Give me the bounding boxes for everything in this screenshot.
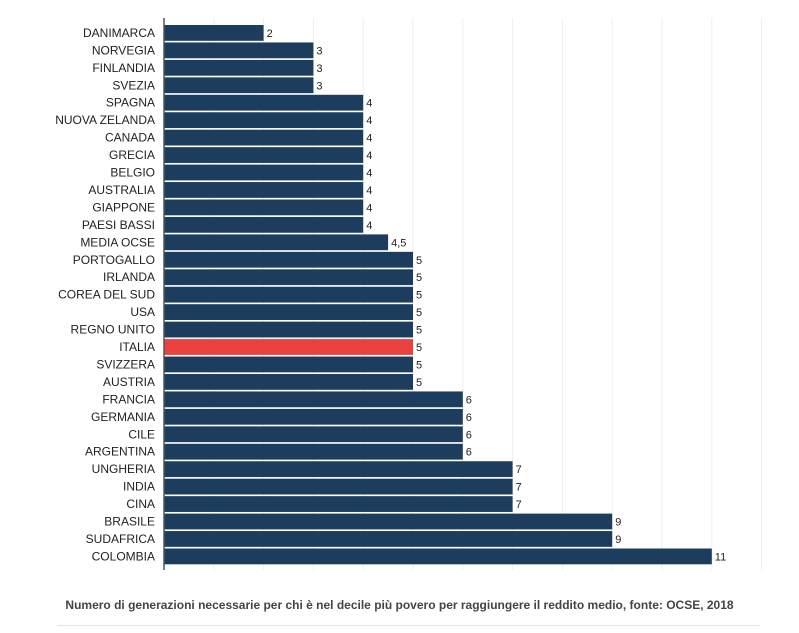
category-label: UNGHERIA [92, 462, 155, 476]
category-label: INDIA [123, 480, 155, 494]
bar [164, 77, 314, 94]
bar [164, 443, 463, 460]
category-label: BRASILE [104, 515, 155, 529]
bar [164, 129, 364, 146]
value-label: 4 [366, 202, 372, 214]
bar [164, 321, 413, 338]
category-label: DANIMARCA [83, 26, 155, 40]
value-label: 5 [416, 359, 422, 371]
category-label: AUSTRIA [103, 375, 155, 389]
category-label: REGNO UNITO [71, 323, 155, 337]
bar [164, 513, 613, 530]
category-label: ITALIA [119, 340, 155, 354]
bar [164, 251, 413, 268]
value-label: 7 [516, 464, 522, 476]
bar [164, 478, 513, 495]
category-label: SVEZIA [112, 78, 155, 92]
bar [164, 548, 712, 565]
bar [164, 496, 513, 512]
bar [164, 182, 364, 198]
bar [164, 42, 314, 59]
bar [164, 408, 463, 425]
category-label: GIAPPONE [92, 200, 155, 214]
category-label: AUSTRALIA [88, 183, 155, 197]
value-label: 4,5 [391, 237, 406, 249]
category-label: SPAGNA [106, 96, 155, 110]
value-label: 7 [516, 499, 522, 511]
value-label: 6 [466, 429, 472, 441]
value-label: 5 [416, 290, 422, 302]
category-label: PORTOGALLO [73, 253, 155, 267]
bar [164, 461, 513, 478]
category-label: GERMANIA [91, 410, 155, 424]
value-label: 4 [366, 150, 372, 162]
bar [164, 59, 314, 76]
bar [164, 25, 264, 41]
bar [164, 164, 364, 181]
value-label: 9 [615, 534, 621, 546]
value-label: 5 [416, 255, 422, 267]
bar [164, 531, 613, 547]
value-label: 5 [416, 325, 422, 337]
bar [164, 356, 413, 373]
category-label: PAESI BASSI [82, 218, 155, 232]
value-label: 6 [466, 394, 472, 406]
value-label: 9 [615, 517, 621, 529]
category-label: CILE [128, 427, 155, 441]
value-label: 6 [466, 447, 472, 459]
value-label: 6 [466, 412, 472, 424]
value-label: 4 [366, 98, 372, 110]
value-label: 4 [366, 133, 372, 145]
category-label: COLOMBIA [92, 549, 155, 563]
category-label: CINA [126, 497, 155, 511]
bar [164, 234, 389, 251]
bar [164, 374, 413, 390]
category-label: CANADA [105, 131, 155, 145]
value-label: 5 [416, 342, 422, 354]
value-label: 3 [316, 45, 322, 57]
value-label: 4 [366, 115, 372, 127]
bar [164, 199, 364, 216]
category-label: ARGENTINA [85, 445, 155, 459]
value-label: 4 [366, 220, 372, 232]
bar [164, 269, 413, 286]
category-label: BELGIO [110, 166, 155, 180]
bar [164, 216, 364, 233]
value-label: 4 [366, 168, 372, 180]
value-label: 5 [416, 272, 422, 284]
bar [164, 112, 364, 129]
category-label: FINLANDIA [92, 61, 155, 75]
value-label: 3 [316, 63, 322, 75]
value-label: 5 [416, 377, 422, 389]
bar [164, 426, 463, 443]
bar [164, 304, 413, 320]
value-label: 11 [715, 551, 726, 563]
category-label: NUOVA ZELANDA [55, 113, 155, 127]
value-label: 4 [366, 185, 372, 197]
category-label: USA [130, 305, 155, 319]
category-label: SVIZZERA [96, 357, 155, 371]
value-label: 5 [416, 307, 422, 319]
chart-caption: Numero di generazioni necessarie per chi… [65, 598, 734, 612]
bar [164, 339, 413, 355]
value-label: 3 [316, 80, 322, 92]
value-label: 2 [267, 28, 273, 40]
caption-divider [57, 625, 760, 626]
category-label: FRANCIA [102, 392, 155, 406]
category-label: MEDIA OCSE [80, 235, 155, 249]
category-label: IRLANDA [103, 270, 155, 284]
category-label: NORVEGIA [92, 43, 155, 57]
bar [164, 147, 364, 163]
bar [164, 391, 463, 408]
category-label: SUDAFRICA [86, 532, 155, 546]
value-label: 7 [516, 482, 522, 494]
bar [164, 286, 413, 303]
bar [164, 94, 364, 111]
category-label: COREA DEL SUD [58, 288, 155, 302]
category-label: GRECIA [109, 148, 155, 162]
